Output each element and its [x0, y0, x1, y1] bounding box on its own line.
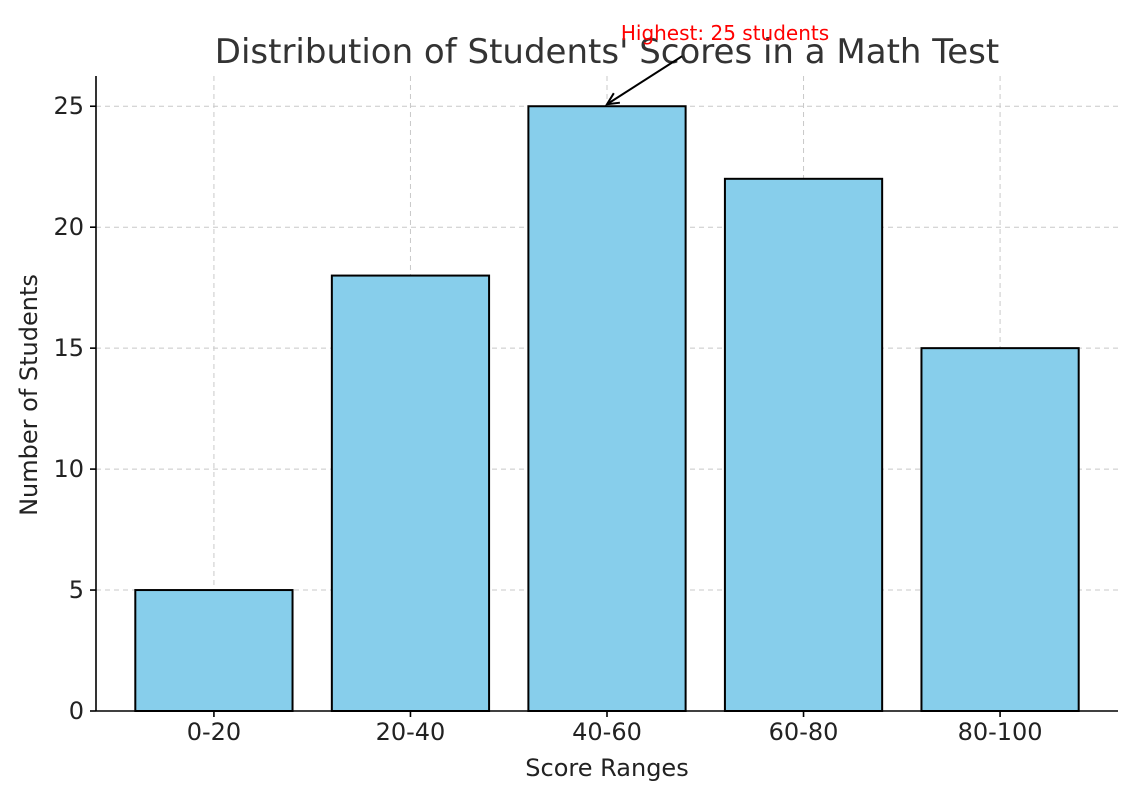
x-tick-label: 20-40 — [376, 718, 446, 746]
bar-40-60 — [527, 105, 687, 712]
x-tick-label: 0-20 — [187, 718, 241, 746]
y-tick-label: 25 — [53, 92, 84, 120]
tick-labels: 0 5 10 15 20 25 0-20 20-40 40-60 60-80 80-100 — [53, 92, 1042, 746]
y-tick-label: 15 — [53, 334, 84, 362]
y-tick-label: 10 — [53, 455, 84, 483]
chart-title: Distribution of Students' Scores in a Ma… — [215, 32, 999, 72]
x-axis-label: Score Ranges — [525, 754, 688, 782]
y-tick-label: 0 — [69, 697, 84, 725]
bar-0-20 — [134, 589, 294, 712]
annotation-arrow — [606, 55, 683, 106]
x-tick-label: 60-80 — [769, 718, 839, 746]
bar-20-40 — [330, 274, 491, 712]
bar-60-80 — [723, 177, 884, 713]
x-tick-label: 80-100 — [958, 718, 1043, 746]
annotation: Highest: 25 students — [605, 21, 829, 106]
y-tick-label: 5 — [69, 576, 84, 604]
x-tick-label: 40-60 — [572, 718, 642, 746]
annotation-arrowhead — [605, 92, 621, 106]
y-axis-label: Number of Students — [15, 274, 43, 516]
bar-80-100 — [920, 347, 1080, 712]
axes — [90, 76, 1118, 717]
annotation-text: Highest: 25 students — [621, 21, 829, 45]
bars — [134, 105, 1080, 713]
y-tick-label: 20 — [53, 213, 84, 241]
